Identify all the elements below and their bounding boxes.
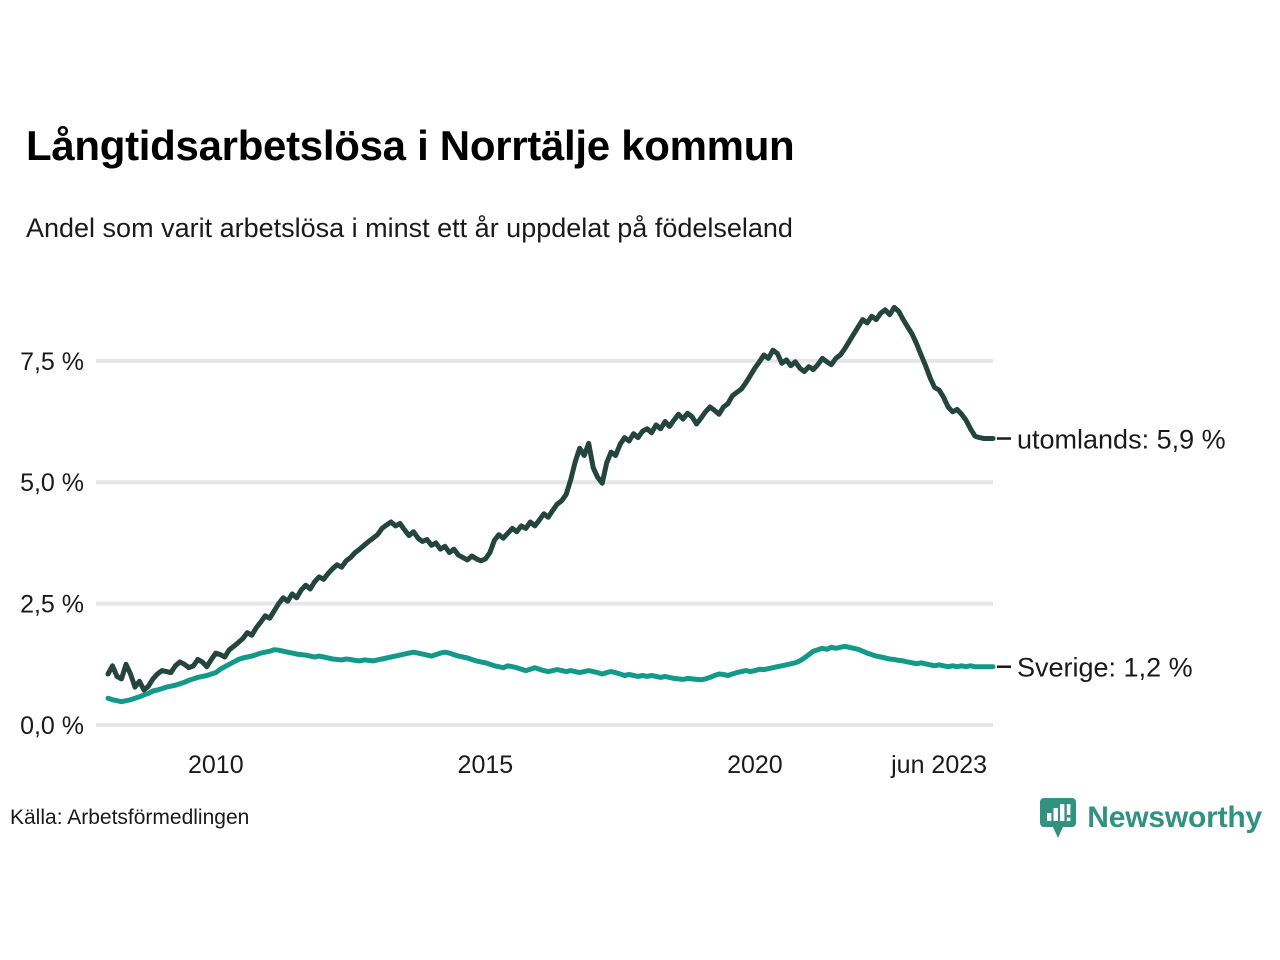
y-axis-tick-label: 7,5 % <box>20 348 84 376</box>
logo-wordmark: Newsworthy <box>1087 801 1262 834</box>
x-axis-tick-label: 2020 <box>727 751 783 779</box>
source-note: Källa: Arbetsförmedlingen <box>10 806 250 829</box>
x-axis-tick-label: jun 2023 <box>890 751 987 779</box>
y-axis-tick-label: 5,0 % <box>20 469 84 497</box>
y-axis-tick-labels: 0,0 % 2,5 % 5,0 % 7,5 % <box>20 348 84 740</box>
series-line-Sverige <box>105 643 996 705</box>
series-lines <box>105 304 996 705</box>
series-end-labels: utomlands: 5,9 % Sverige: 1,2 % <box>997 425 1226 683</box>
series-line-utomlands <box>105 304 996 693</box>
y-axis-tick-label: 2,5 % <box>20 591 84 619</box>
gridlines <box>96 358 993 727</box>
series-label-Sverige: Sverige: 1,2 % <box>1017 653 1193 683</box>
chart-plot-area: 0,0 % 2,5 % 5,0 % 7,5 % 2010 2015 2020 jun 202… <box>0 270 1280 790</box>
page-title: Långtidsarbetslösa i Norrtälje kommun <box>26 122 795 169</box>
chart-subtitle: Andel som varit arbetslösa i minst ett å… <box>26 213 793 243</box>
x-axis-tick-label: 2010 <box>188 751 244 779</box>
series-label-utomlands: utomlands: 5,9 % <box>1017 425 1226 455</box>
newsworthy-logo: Newsworthy <box>1039 796 1262 840</box>
bar-chart-speech-bubble-icon <box>1040 798 1077 838</box>
x-axis-tick-label: 2015 <box>458 751 514 779</box>
y-axis-tick-label: 0,0 % <box>20 712 84 740</box>
line-chart-svg: 0,0 % 2,5 % 5,0 % 7,5 % 2010 2015 2020 jun 202… <box>20 304 1226 779</box>
x-axis-tick-labels: 2010 2015 2020 jun 2023 <box>188 751 987 779</box>
